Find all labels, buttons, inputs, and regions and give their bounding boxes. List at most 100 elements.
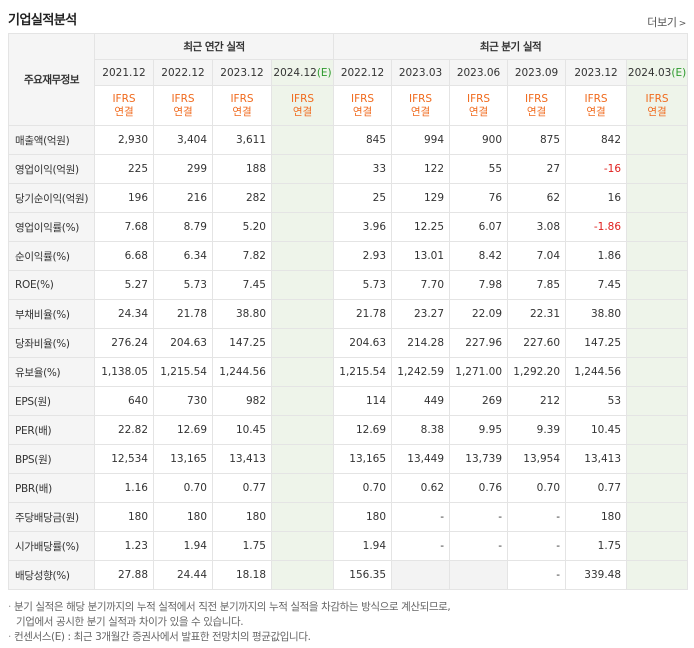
table-cell: 76: [449, 183, 509, 213]
table-cell: 12.69: [333, 415, 393, 445]
table-cell: [626, 270, 689, 300]
table-cell: 196: [94, 183, 154, 213]
table-row: 부채비율(%) 24.34 21.78 38.80 21.78 23.27 22.09 22.…: [8, 299, 689, 329]
table-cell: 1.94: [153, 531, 213, 561]
table-row: 매출액(억원) 2,930 3,404 3,611 845 994 900 875 842: [8, 125, 689, 155]
row-label[interactable]: 배당성향(%): [8, 560, 95, 590]
table-cell: 2,930: [94, 125, 154, 155]
table-cell: 0.70: [333, 473, 393, 503]
row-label[interactable]: 부채비율(%): [8, 299, 95, 329]
table-cell: 339.48: [565, 560, 628, 590]
table-cell: [270, 415, 335, 445]
table-cell: 7.45: [565, 270, 628, 300]
table-cell: 214.28: [391, 328, 451, 358]
table-cell: 1.23: [94, 531, 154, 561]
table-cell: 1,244.56: [565, 357, 628, 387]
table-cell: 8.42: [449, 241, 509, 271]
table-cell: [270, 125, 335, 155]
row-label[interactable]: 영업이익률(%): [8, 212, 95, 242]
table-cell: 18.18: [212, 560, 272, 590]
row-label[interactable]: 당기순이익(억원): [8, 183, 95, 213]
table-cell: 8.38: [391, 415, 451, 445]
table-cell: 180: [153, 502, 213, 532]
table-cell: 38.80: [565, 299, 628, 329]
table-cell: [626, 299, 689, 329]
table-cell: 27.88: [94, 560, 154, 590]
more-link[interactable]: 더보기 >: [647, 14, 686, 30]
table-cell: 730: [153, 386, 213, 416]
table-cell: 62: [507, 183, 567, 213]
table-cell: 875: [507, 125, 567, 155]
table-cell: 55: [449, 154, 509, 184]
table-cell: 299: [153, 154, 213, 184]
row-label[interactable]: PBR(배): [8, 473, 95, 503]
table-cell: 10.45: [565, 415, 628, 445]
table-cell: 23.27: [391, 299, 451, 329]
table-cell: 0.70: [153, 473, 213, 503]
footnote-1-cont: 기업에서 공시한 분기 실적과 차이가 있을 수 있습니다.: [16, 616, 244, 628]
period-header: 2024.03(E): [626, 59, 689, 86]
period-header: 2023.06: [449, 59, 509, 86]
table-cell: 13,413: [565, 444, 628, 474]
row-label[interactable]: ROE(%): [8, 270, 95, 300]
table-cell: [626, 154, 689, 184]
footnotes: · 분기 실적은 해당 분기까지의 누적 실적에서 직전 분기까지의 누적 실적을…: [8, 600, 451, 645]
table-cell: 227.96: [449, 328, 509, 358]
table-cell: 5.27: [94, 270, 154, 300]
table-cell: 156.35: [333, 560, 393, 590]
table-cell: 13,165: [153, 444, 213, 474]
table-row: PER(배) 22.82 12.69 10.45 12.69 8.38 9.95 9.39 10…: [8, 415, 689, 445]
table-cell: 2.93: [333, 241, 393, 271]
table-cell: [270, 212, 335, 242]
table-cell: 53: [565, 386, 628, 416]
table-cell: [270, 154, 335, 184]
table-cell: 27: [507, 154, 567, 184]
table-row: 유보율(%) 1,138.05 1,215.54 1,244.56 1,215.54 1,…: [8, 357, 689, 387]
row-label[interactable]: EPS(원): [8, 386, 95, 416]
table-cell: 180: [94, 502, 154, 532]
period-header: 2023.03: [391, 59, 451, 86]
footnote-2: · 컨센서스(E) : 최근 3개월간 증권사에서 발표한 전망치의 평균값입니다…: [8, 631, 311, 643]
period-header: 2021.12: [94, 59, 154, 86]
table-cell: [626, 560, 689, 590]
table-cell: 114: [333, 386, 393, 416]
table-cell: 6.34: [153, 241, 213, 271]
table-cell: 216: [153, 183, 213, 213]
table-row: 시가배당률(%) 1.23 1.94 1.75 1.94- - -1.75: [8, 531, 689, 561]
row-label[interactable]: 유보율(%): [8, 357, 95, 387]
table-cell: [270, 560, 335, 590]
row-label[interactable]: 영업이익(억원): [8, 154, 95, 184]
table-cell: 22.82: [94, 415, 154, 445]
period-header: 2024.12(E): [270, 59, 335, 86]
table-cell: [391, 560, 451, 590]
table-cell: [626, 444, 689, 474]
table-cell: -: [391, 502, 451, 532]
table-cell: 7.68: [94, 212, 154, 242]
table-cell: 1.16: [94, 473, 154, 503]
table-cell: 13.01: [391, 241, 451, 271]
row-label[interactable]: PER(배): [8, 415, 95, 445]
table-cell: 21.78: [333, 299, 393, 329]
row-label[interactable]: 순이익률(%): [8, 241, 95, 271]
table-row: ROE(%) 5.27 5.73 7.45 5.73 7.70 7.98 7.85 7.45: [8, 270, 689, 300]
table-cell: 147.25: [565, 328, 628, 358]
row-label[interactable]: BPS(원): [8, 444, 95, 474]
table-cell: [270, 241, 335, 271]
table-cell: 1,244.56: [212, 357, 272, 387]
row-label[interactable]: 주당배당금(원): [8, 502, 95, 532]
row-label[interactable]: 시가배당률(%): [8, 531, 95, 561]
row-label[interactable]: 당좌비율(%): [8, 328, 95, 358]
table-cell: 16: [565, 183, 628, 213]
table-cell: 6.07: [449, 212, 509, 242]
table-cell: 1,242.59: [391, 357, 451, 387]
table-cell: 640: [94, 386, 154, 416]
table-cell: 3,404: [153, 125, 213, 155]
table-cell: [626, 183, 689, 213]
row-label[interactable]: 매출액(억원): [8, 125, 95, 155]
table-cell: 10.45: [212, 415, 272, 445]
footnote-1: · 분기 실적은 해당 분기까지의 누적 실적에서 직전 분기까지의 누적 실적을…: [8, 601, 451, 613]
table-cell: [270, 386, 335, 416]
table-cell: -: [449, 502, 509, 532]
section-title: 기업실적분석: [8, 13, 77, 28]
table-cell: -: [507, 531, 567, 561]
